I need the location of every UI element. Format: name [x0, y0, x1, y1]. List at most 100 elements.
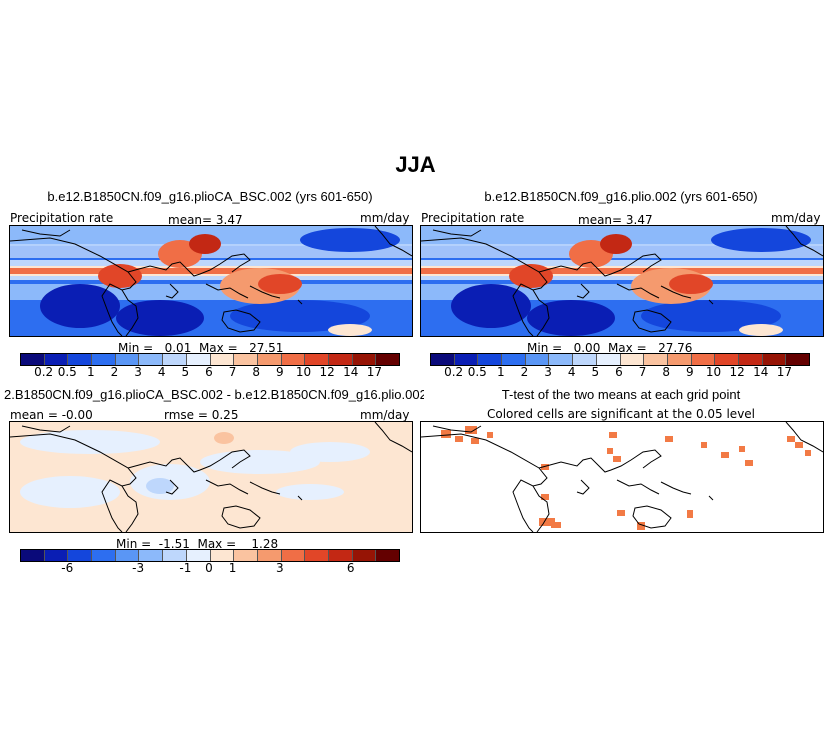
colorbar-swatch	[68, 550, 93, 561]
colorbar-tick-label: 6	[205, 365, 213, 379]
coastline	[632, 309, 672, 333]
colorbar-swatch	[691, 354, 716, 365]
panel4-title: T-test of the two means at each grid poi…	[501, 387, 741, 402]
panel1-mean: mean= 3.47	[168, 213, 243, 227]
colorbar-tick-label: 12	[319, 365, 335, 379]
colorbar-swatch	[762, 354, 787, 365]
coastline	[708, 495, 714, 501]
main-title: JJA	[395, 152, 436, 177]
colorbar-tick-label: 14	[343, 365, 359, 379]
coastline	[249, 285, 281, 299]
colorbar-tick-label: 9	[686, 365, 694, 379]
significant-cell	[787, 436, 795, 442]
colorbar-swatch	[210, 354, 235, 365]
coastline	[421, 237, 548, 336]
colorbar-tick-label: 12	[729, 365, 745, 379]
coastline	[421, 433, 548, 532]
coastline	[127, 253, 251, 277]
coastline	[297, 495, 303, 501]
coastline	[660, 481, 692, 495]
colorbar-tick-label: 17	[366, 365, 383, 379]
panel4-subtitle: Colored cells are significant at the 0.0…	[486, 407, 756, 421]
panel3-colorbar-labels: -6 -3 -1 0 1 3 6	[20, 561, 398, 577]
colorbar-tick-label: 4	[157, 365, 166, 379]
colorbar-tick-label: 5	[181, 365, 190, 379]
colorbar-swatch	[376, 550, 399, 561]
coastline	[616, 283, 660, 299]
colorbar-swatch	[376, 354, 399, 365]
colorbar-swatch	[667, 354, 692, 365]
colorbar-swatch	[21, 550, 45, 561]
colorbar-tick-label: 1	[497, 365, 505, 379]
panel2-units: mm/day	[771, 211, 821, 225]
colorbar-tick-label: 8	[662, 365, 671, 379]
coastline	[538, 449, 662, 473]
coastline	[660, 285, 692, 299]
colorbar-tick-label: -6	[61, 561, 74, 575]
coastline	[432, 425, 482, 433]
significant-cell	[617, 510, 625, 516]
significant-cell	[465, 426, 477, 434]
colorbar-tick-label: 0.5	[57, 365, 77, 379]
colorbar-swatch	[786, 354, 809, 365]
colorbar-swatch	[234, 354, 258, 365]
coastline	[249, 481, 281, 495]
colorbar-swatch	[502, 354, 526, 365]
coastline	[121, 485, 139, 532]
coastline	[10, 237, 137, 336]
colorbar-swatch	[352, 354, 377, 365]
panel1-title: b.e12.B1850CN.f09_g16.plioCA_BSC.002 (yr…	[47, 189, 373, 204]
panel3-rmse: rmse = 0.25	[164, 408, 239, 422]
significant-cell	[665, 436, 673, 442]
coastline	[576, 283, 590, 299]
significant-cell	[471, 438, 479, 444]
panel3-minmax: Min = -1.51 Max = 1.28	[116, 537, 279, 551]
colorbar-swatch	[44, 354, 69, 365]
colorbar-swatch	[115, 354, 140, 365]
colorbar-tick-label: 0	[205, 561, 213, 575]
significant-cell	[607, 448, 613, 454]
significant-cell	[721, 452, 729, 458]
colorbar-swatch	[186, 550, 211, 561]
colorbar-tick-label: 0.5	[467, 365, 487, 379]
panel1-units: mm/day	[360, 211, 410, 225]
significant-cell	[455, 436, 463, 442]
coastline	[21, 425, 71, 433]
colorbar-swatch	[281, 550, 306, 561]
colorbar-swatch	[163, 550, 187, 561]
coastline	[374, 226, 412, 257]
coastline	[785, 422, 823, 453]
colorbar-swatch	[715, 354, 739, 365]
significant-cell	[539, 518, 555, 526]
coastline	[127, 449, 251, 473]
colorbar-swatch	[549, 354, 574, 365]
coastline	[165, 283, 179, 299]
colorbar-tick-label: 7	[638, 365, 647, 379]
colorbar-swatch	[478, 354, 503, 365]
panel2-colorbar	[430, 353, 810, 366]
colorbar-swatch	[644, 354, 668, 365]
significant-cell	[795, 442, 803, 448]
coastline	[297, 299, 303, 305]
coastline	[121, 289, 139, 336]
colorbar-swatch	[620, 354, 645, 365]
colorbar-swatch	[596, 354, 621, 365]
panel1-colorbar-labels: 0.2 0.5 1 2 3 4 5 6 7 8 9 10 12 14 17	[20, 365, 398, 381]
significant-cell	[551, 522, 561, 528]
colorbar-tick-label: 6	[615, 365, 623, 379]
colorbar-swatch	[210, 550, 235, 561]
colorbar-swatch	[163, 354, 187, 365]
colorbar-tick-label: 17	[776, 365, 793, 379]
panel1-precip-map	[9, 225, 413, 337]
colorbar-swatch	[573, 354, 597, 365]
colorbar-swatch	[454, 354, 479, 365]
significant-cell	[487, 432, 493, 438]
significant-cell	[441, 430, 451, 438]
coastline	[221, 309, 261, 333]
coastline	[532, 289, 550, 336]
colorbar-tick-label: 10	[295, 365, 312, 379]
colorbar-swatch	[21, 354, 45, 365]
panel1-minmax: Min = 0.01 Max = 27.51	[118, 341, 284, 355]
significant-cell	[701, 442, 707, 448]
colorbar-swatch	[738, 354, 763, 365]
